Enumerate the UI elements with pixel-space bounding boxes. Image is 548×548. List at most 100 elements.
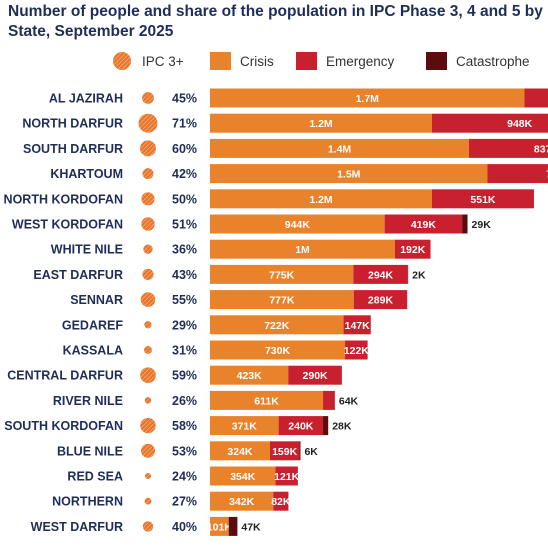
chart-row: EAST DARFUR 43% 775K 294K 2K	[33, 264, 426, 284]
bar-crisis	[210, 164, 488, 184]
category-label: RED SEA	[67, 470, 123, 484]
bar-catastrophe-label: 2K	[412, 269, 426, 281]
bar-crisis-label: 944K	[285, 219, 311, 231]
bar-crisis-label: 1.2M	[309, 194, 333, 206]
bar-crisis	[210, 214, 385, 234]
bar-crisis-label: 730K	[265, 345, 291, 357]
bar-catastrophe	[228, 516, 238, 536]
legend-marker-ipc-3	[113, 52, 131, 70]
chart-row: WEST KORDOFAN 51% 944K 419K 29K	[12, 214, 491, 234]
ipc3-share-circle	[140, 443, 156, 458]
bar-crisis	[210, 491, 274, 511]
bar-crisis-label: 342K	[229, 496, 255, 508]
ipc3-share-circle	[142, 168, 154, 180]
bar-crisis-label: 777K	[269, 295, 295, 307]
bar-emergency-label: 122K	[344, 345, 370, 357]
bar-crisis	[210, 290, 354, 310]
bar-emergency	[432, 113, 548, 133]
category-label: GEDAREF	[62, 318, 123, 332]
category-label: KHARTOUM	[50, 167, 123, 181]
category-label: SOUTH KORDOFAN	[4, 419, 123, 433]
ipc3-share-circle	[144, 346, 152, 354]
bar-crisis	[210, 340, 346, 360]
bar-emergency	[273, 491, 289, 511]
ipc3-share-circle	[142, 92, 154, 104]
ipc3-share-label: 43%	[172, 268, 197, 282]
category-label: BLUE NILE	[57, 444, 123, 458]
ipc3-share-circle	[140, 292, 156, 307]
ipc3-share-circle	[144, 321, 152, 329]
bar-emergency	[524, 88, 548, 108]
category-label: CENTRAL DARFUR	[7, 369, 123, 383]
bar-emergency	[353, 264, 408, 284]
bar-emergency	[343, 315, 371, 335]
bar-emergency	[269, 441, 300, 461]
ipc3-share-circle	[145, 473, 151, 479]
ipc3-share-circle	[143, 244, 153, 254]
bar-crisis	[210, 239, 395, 259]
bar-emergency-label: 294K	[368, 269, 394, 281]
ipc3-share-circle	[141, 192, 155, 206]
chart-title: Number of people and share of the popula…	[8, 3, 543, 40]
chart-row: WHITE NILE 36% 1M 192K	[51, 239, 431, 259]
bar-crisis	[210, 390, 324, 410]
ipc3-share-label: 40%	[172, 520, 197, 534]
bar-catastrophe	[462, 214, 468, 234]
category-label: WEST DARFUR	[31, 520, 123, 534]
bar-crisis	[210, 441, 270, 461]
ipc3-share-label: 27%	[172, 495, 197, 509]
ipc3-share-label: 26%	[172, 394, 197, 408]
chart-row: KASSALA 31% 730K 122K	[63, 340, 370, 360]
bar-catastrophe-label: 6K	[304, 446, 318, 458]
legend-label-ipc-3: IPC 3+	[142, 54, 184, 69]
category-label: SENNAR	[70, 293, 123, 307]
legend-label-catastrophe: Catastrophe	[456, 54, 530, 69]
bar-crisis	[210, 315, 344, 335]
bar-emergency	[323, 390, 335, 410]
category-label: SOUTH DARFUR	[23, 142, 123, 156]
legend: IPC 3+ Crisis Emergency Catastrophe	[113, 52, 530, 70]
bar-crisis-label: 775K	[269, 269, 295, 281]
ipc3-share-label: 60%	[172, 142, 197, 156]
bar-crisis-label: 1M	[295, 244, 310, 256]
bar-catastrophe	[323, 416, 329, 436]
category-label: NORTH KORDOFAN	[4, 192, 123, 206]
bar-emergency	[275, 466, 298, 486]
bar-crisis-label: 722K	[264, 320, 290, 332]
chart-row: NORTH KORDOFAN 50% 1.2M 551K	[4, 189, 534, 209]
ipc3-share-label: 53%	[172, 444, 197, 458]
bar-emergency-label: 290K	[303, 370, 329, 382]
ipc3-share-label: 50%	[172, 192, 197, 206]
bar-crisis-label: 1.5M	[337, 169, 361, 181]
chart-row: RIVER NILE 26% 611K 64K	[53, 390, 359, 410]
bar-crisis-label: 324K	[227, 446, 253, 458]
ipc3-share-circle	[140, 140, 156, 157]
bar-emergency-label: 159K	[272, 446, 298, 458]
ipc3-share-label: 51%	[172, 218, 197, 232]
bar-crisis-label: 423K	[237, 370, 263, 382]
bar-catastrophe-label: 47K	[241, 521, 261, 533]
bar-crisis-label: 1.2M	[309, 118, 333, 130]
chart-row: SENNAR 55% 777K 289K	[70, 290, 408, 310]
ipc3-share-label: 29%	[172, 318, 197, 332]
bar-crisis	[210, 264, 354, 284]
ipc3-share-circle	[144, 497, 152, 505]
bar-crisis-label: 1.7M	[356, 93, 380, 105]
bar-emergency	[469, 138, 548, 158]
category-label: WHITE NILE	[51, 243, 123, 257]
ipc3-share-circle	[140, 417, 156, 434]
ipc3-share-label: 36%	[172, 243, 197, 257]
bar-crisis	[210, 113, 432, 133]
bar-crisis-label: 354K	[230, 471, 256, 483]
ipc3-share-circle	[142, 521, 154, 532]
bar-crisis	[210, 466, 276, 486]
bar-emergency-label: 289K	[368, 295, 394, 307]
ipc3-share-circle	[142, 268, 154, 281]
chart-row: WEST DARFUR 40% 101K 47K	[31, 516, 261, 536]
category-label: KASSALA	[63, 344, 123, 358]
bar-crisis-label: 611K	[254, 395, 279, 407]
